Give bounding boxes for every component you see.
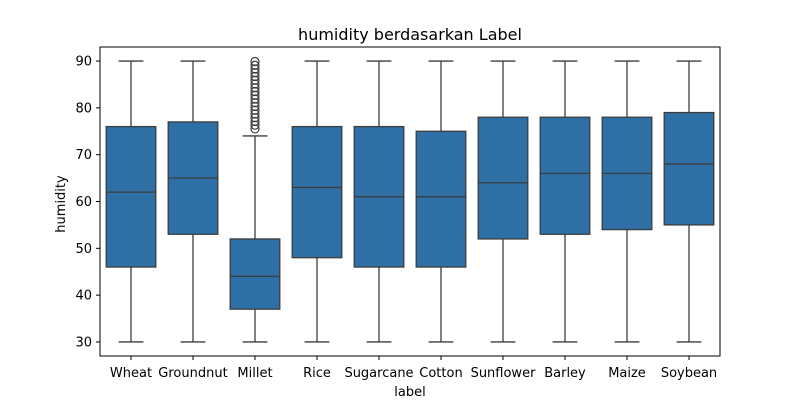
box-rice xyxy=(291,125,343,259)
y-axis-label: humidity xyxy=(54,175,69,233)
x-tick-label-groundnut: Groundnut xyxy=(158,366,227,381)
box-group-sunflower xyxy=(477,60,529,343)
y-tick-label-90: 90 xyxy=(75,55,92,70)
box-barley xyxy=(539,116,591,235)
outlier-millet-17 xyxy=(250,60,260,70)
x-tick-label-wheat: Wheat xyxy=(110,366,152,381)
x-tick-label-rice: Rice xyxy=(303,366,331,381)
box-wheat xyxy=(105,125,157,268)
x-tick-label-barley: Barley xyxy=(544,366,586,381)
box-sunflower xyxy=(477,116,529,240)
box-group-soybean xyxy=(663,60,715,343)
box-group-sugarcane xyxy=(353,60,405,343)
box-group-rice xyxy=(291,60,343,343)
box-soybean xyxy=(663,111,715,226)
x-tick-label-sunflower: Sunflower xyxy=(471,366,537,381)
box-cotton xyxy=(415,130,467,268)
plot-area: 30 40 50 60 70 80 90 Wheat Groundnut Millet Rice Su… xyxy=(75,46,721,381)
box-group-maize xyxy=(601,60,653,343)
y-tick-label-50: 50 xyxy=(75,242,92,257)
y-tick-label-70: 70 xyxy=(75,148,92,163)
chart-title: humidity berdasarkan Label xyxy=(298,25,522,44)
box-group-barley xyxy=(539,60,591,343)
y-tick-label-60: 60 xyxy=(75,195,92,210)
box-group-millet xyxy=(229,56,281,343)
x-tick-label-maize: Maize xyxy=(608,366,646,381)
x-tick-label-soybean: Soybean xyxy=(661,366,717,381)
x-tick-label-millet: Millet xyxy=(237,366,272,381)
x-tick-label-sugarcane: Sugarcane xyxy=(344,366,413,381)
outlier-millet-18 xyxy=(250,56,260,67)
box-group-cotton xyxy=(415,60,467,343)
box-millet xyxy=(229,238,281,310)
box-group-groundnut xyxy=(167,60,219,343)
y-tick-label-80: 80 xyxy=(75,101,92,116)
y-tick-label-40: 40 xyxy=(75,289,92,304)
x-axis-label: label xyxy=(394,385,425,400)
y-tick-label-30: 30 xyxy=(75,335,92,350)
x-tick-label-cotton: Cotton xyxy=(419,366,462,381)
box-group-wheat xyxy=(105,60,157,343)
